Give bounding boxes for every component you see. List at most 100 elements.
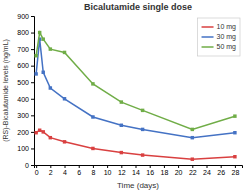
tick-mark (221, 165, 222, 168)
tick-mark (31, 165, 34, 166)
legend-box (198, 18, 240, 56)
legend-label: 50 mg (217, 43, 237, 51)
tick: 900 (17, 13, 34, 20)
tick-mark (31, 82, 34, 83)
chart: 0246810121416182022242628010020030040050… (0, 0, 250, 191)
marker (233, 114, 236, 117)
x-axis: 0246810121416182022242628 (35, 165, 243, 176)
marker (233, 155, 236, 158)
marker (63, 51, 66, 54)
tick-label: 20 (175, 169, 183, 176)
tick-mark (31, 148, 34, 149)
marker (34, 54, 37, 57)
tick-label: 8 (91, 169, 95, 176)
marker (191, 136, 194, 139)
legend-swatch (202, 36, 214, 38)
marker (191, 128, 194, 131)
marker (49, 86, 52, 89)
tick-mark (31, 99, 34, 100)
tick-label: 28 (232, 169, 240, 176)
marker (191, 157, 194, 160)
marker (91, 82, 94, 85)
marker (38, 31, 41, 34)
tick: 200 (17, 129, 34, 136)
tick-mark (93, 165, 94, 168)
tick-mark (31, 132, 34, 133)
marker (233, 131, 236, 134)
marker (91, 115, 94, 118)
tick: 20 (175, 165, 183, 176)
tick-mark (31, 16, 34, 17)
tick-label: 0 (35, 169, 39, 176)
tick-label: 2 (49, 169, 53, 176)
tick: 12 (118, 165, 126, 176)
marker (120, 124, 123, 127)
tick: 800 (17, 29, 34, 36)
tick-label: 10 (104, 169, 112, 176)
tick-mark (31, 115, 34, 116)
tick-label: 300 (17, 112, 29, 119)
tick: 6 (77, 165, 81, 176)
series-line (36, 33, 235, 130)
marker (41, 71, 44, 74)
legend-swatch (202, 46, 214, 48)
tick-mark (50, 165, 51, 168)
tick: 10 (104, 165, 112, 176)
tick-mark (207, 165, 208, 168)
tick: 400 (17, 96, 34, 103)
marker (41, 37, 44, 40)
marker (38, 129, 41, 132)
marker (63, 140, 66, 143)
tick: 28 (232, 165, 240, 176)
tick-label: 400 (17, 96, 29, 103)
tick: 300 (17, 112, 34, 119)
tick: 2 (49, 165, 53, 176)
y-axis-title: (RS)-Bicalutamide levels (ng/mL) (2, 39, 10, 142)
marker (41, 130, 44, 133)
axis-line (31, 17, 35, 166)
tick: 26 (217, 165, 225, 176)
marker (34, 72, 37, 75)
tick-label: 16 (146, 169, 154, 176)
tick-label: 0 (25, 162, 29, 169)
title: Bicalutamide single dose (84, 2, 192, 12)
tick: 500 (17, 79, 34, 86)
tick: 14 (132, 165, 140, 176)
tick-mark (31, 49, 34, 50)
tick-label: 500 (17, 79, 29, 86)
legend-swatch (202, 26, 214, 28)
tick-mark (31, 66, 34, 67)
marker (120, 151, 123, 154)
legend-label: 30 mg (217, 33, 237, 41)
marker (91, 147, 94, 150)
tick-label: 14 (132, 169, 140, 176)
marker (141, 128, 144, 131)
tick-label: 26 (217, 169, 225, 176)
tick-mark (235, 165, 236, 168)
tick: 8 (91, 165, 95, 176)
tick-mark (121, 165, 122, 168)
tick-label: 6 (77, 169, 81, 176)
tick-label: 800 (17, 29, 29, 36)
tick: 4 (63, 165, 67, 176)
axis-line (35, 166, 243, 169)
marker (141, 153, 144, 156)
series-line (36, 130, 235, 159)
tick-label: 700 (17, 46, 29, 53)
legend: 10 mg 30 mg 50 mg (198, 18, 240, 56)
marker (63, 97, 66, 100)
marker (120, 100, 123, 103)
tick-label: 600 (17, 62, 29, 69)
legend-label: 10 mg (217, 23, 237, 31)
marker (34, 131, 37, 134)
tick-label: 12 (118, 169, 126, 176)
tick-label: 4 (63, 169, 67, 176)
tick: 22 (189, 165, 197, 176)
tick: 16 (146, 165, 154, 176)
tick: 18 (161, 165, 169, 176)
tick-mark (136, 165, 137, 168)
marker (141, 109, 144, 112)
marker (49, 47, 52, 50)
tick-label: 18 (161, 169, 169, 176)
tick-mark (65, 165, 66, 168)
